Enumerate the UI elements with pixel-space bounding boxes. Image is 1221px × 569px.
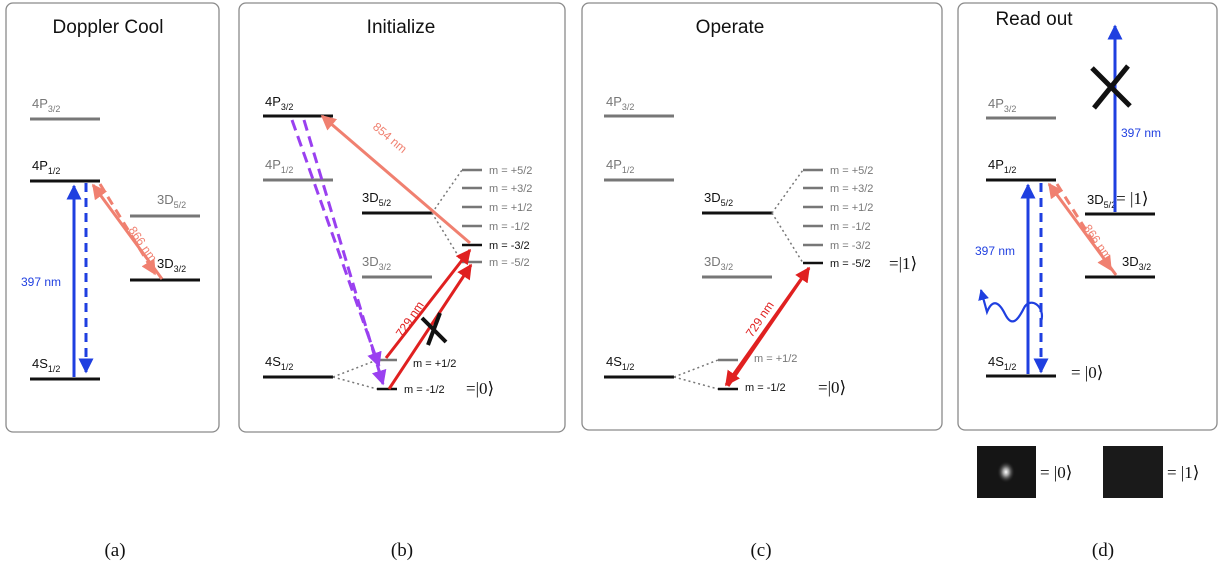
- caption-b: (b): [391, 540, 413, 561]
- arrow-866-decay: [98, 183, 157, 276]
- sublevel-label: m = +1/2: [830, 202, 873, 214]
- label-4s12: 4S1/2: [32, 356, 60, 374]
- sublevel-label: m = -1/2: [404, 384, 445, 396]
- split-line: [332, 376, 378, 390]
- label-854: 854 nm: [370, 120, 410, 156]
- label-3d32: 3D3/2: [157, 256, 186, 274]
- sublevel-label: m = +1/2: [413, 358, 456, 370]
- panel-d-frame: [957, 2, 1218, 431]
- label-4s12: 4S1/2: [988, 354, 1016, 372]
- split-line: [771, 212, 804, 264]
- split-line: [673, 376, 719, 390]
- arrow-decay-purple: [302, 119, 387, 386]
- panel-c-title: Operate: [696, 17, 765, 38]
- sublevel-label: m = +3/2: [489, 183, 532, 195]
- label-3d32: 3D3/2: [362, 254, 391, 272]
- label-866: 866 nm: [1081, 222, 1115, 263]
- label-397: 397 nm: [975, 244, 1015, 258]
- label-4p12: 4P1/2: [265, 157, 293, 175]
- sublevel-label: m = -3/2: [830, 240, 871, 252]
- label-397: 397 nm: [21, 275, 61, 289]
- ket-one: =|1⟩: [889, 254, 917, 273]
- ket-zero: =|0⟩: [466, 379, 494, 398]
- sublevel-label: m = +5/2: [489, 165, 532, 177]
- panel-c: Operate 4P3/2 4P1/2 3D5/2 3D3/2 4S1/2 m …: [581, 2, 943, 431]
- photon-wiggle: [978, 288, 1044, 323]
- label-4p32: 4P3/2: [606, 94, 634, 112]
- split-line: [332, 359, 378, 378]
- sublevel-label: m = -5/2: [830, 258, 871, 270]
- label-3d32: 3D3/2: [704, 254, 733, 272]
- arrow-decay-purple: [290, 119, 382, 368]
- sublevel-label: m = -3/2: [489, 240, 530, 252]
- label-4p12: 4P1/2: [988, 157, 1016, 175]
- sublevel-label: m = -1/2: [745, 382, 786, 394]
- caption-a: (a): [104, 540, 125, 561]
- caption-d: (d): [1092, 540, 1114, 561]
- label-4p12: 4P1/2: [606, 157, 634, 175]
- sublevel-label: m = +1/2: [489, 202, 532, 214]
- panel-a: Doppler Cool 4P3/2 4P1/2 3D5/2 3D3/2 4S1…: [5, 2, 220, 433]
- panel-b-frame: [238, 2, 566, 433]
- sublevel-label: m = -5/2: [489, 257, 530, 269]
- label-4s12: 4S1/2: [265, 354, 293, 372]
- bright-spot: [997, 461, 1015, 483]
- arrow-866-decay: [1055, 183, 1113, 272]
- split-line: [673, 359, 719, 378]
- split-line: [771, 169, 804, 214]
- label-4p32: 4P3/2: [265, 94, 293, 112]
- panel-a-frame: [5, 2, 220, 433]
- sublevel-label: m = -1/2: [489, 221, 530, 233]
- detection-legend: = |0⟩ = |1⟩: [977, 446, 1199, 498]
- label-3d32: 3D3/2: [1122, 254, 1151, 272]
- arrow-729: [724, 267, 811, 387]
- split-line: [431, 212, 463, 263]
- arrow-854: [320, 114, 471, 245]
- label-3d52: 3D5/2: [704, 190, 733, 208]
- panel-d: Read out 4P3/2 4P1/2 3D5/2= |1⟩ 3D3/2 4S…: [957, 2, 1218, 431]
- panel-b: Initialize 4P3/2 4P1/2 3D5/2 3D3/2 4S1/2…: [238, 2, 566, 433]
- label-4p32: 4P3/2: [32, 96, 60, 114]
- label-4s12: 4S1/2: [606, 354, 634, 372]
- arrow-729: [384, 248, 472, 359]
- bright-label: = |0⟩: [1040, 463, 1072, 482]
- panel-d-title: Read out: [995, 9, 1073, 30]
- ket-zero: =|0⟩: [818, 378, 846, 397]
- label-3d52-ket: 3D5/2= |1⟩: [1087, 189, 1149, 210]
- label-4p12: 4P1/2: [32, 158, 60, 176]
- label-3d52: 3D5/2: [362, 190, 391, 208]
- sublevel-label: m = +1/2: [754, 353, 797, 365]
- label-3d52: 3D5/2: [157, 192, 186, 210]
- sublevel-label: m = +3/2: [830, 183, 873, 195]
- caption-c: (c): [750, 540, 771, 561]
- label-866: 866 nm: [126, 224, 160, 265]
- panel-b-title: Initialize: [367, 17, 436, 38]
- dark-image: [1103, 446, 1163, 498]
- label-397: 397 nm: [1121, 126, 1161, 140]
- split-line: [431, 169, 463, 214]
- ket-zero: = |0⟩: [1071, 363, 1103, 382]
- dark-label: = |1⟩: [1167, 463, 1199, 482]
- panel-a-title: Doppler Cool: [53, 17, 164, 38]
- panel-c-frame: [581, 2, 943, 431]
- sublevel-label: m = +5/2: [830, 165, 873, 177]
- label-4p32: 4P3/2: [988, 96, 1016, 114]
- cross-mark: [1092, 64, 1130, 110]
- cross-mark: [426, 312, 442, 346]
- sublevel-label: m = -1/2: [830, 221, 871, 233]
